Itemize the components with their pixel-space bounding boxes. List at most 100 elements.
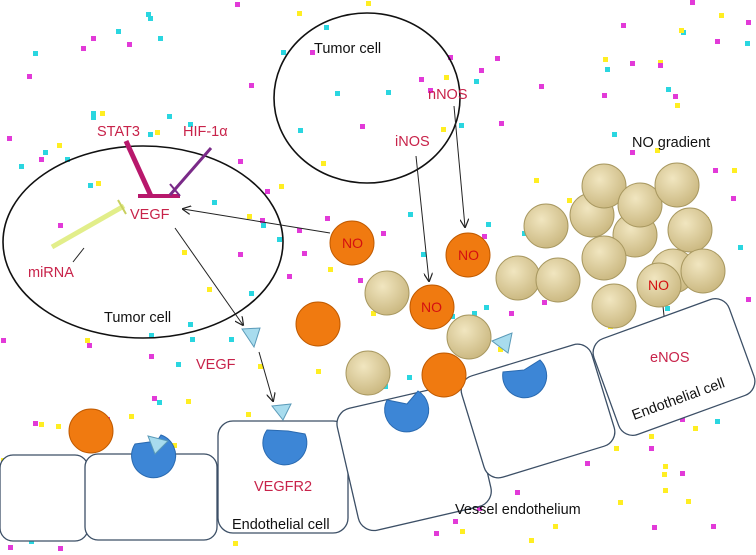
confetti-speck: [235, 2, 240, 7]
tan-sphere: [581, 235, 627, 281]
no-molecule-enos: [636, 262, 682, 308]
inos-label: iNOS: [395, 134, 430, 150]
confetti-speck: [663, 488, 668, 493]
confetti-speck: [91, 115, 96, 120]
arrow-vegf-to-outside: [174, 227, 243, 325]
confetti-speck: [360, 124, 365, 129]
confetti-speck: [96, 181, 101, 186]
confetti-speck: [673, 94, 678, 99]
tan-sphere: [495, 255, 541, 301]
confetti-speck: [649, 434, 654, 439]
confetti-speck: [182, 250, 187, 255]
confetti-speck: [612, 132, 617, 137]
confetti-speck: [302, 251, 307, 256]
tan-sphere: [617, 182, 663, 228]
vegf-inner-label: VEGF: [130, 207, 170, 223]
tumor-cell-top-label: Tumor cell: [314, 41, 381, 57]
confetti-speck: [386, 90, 391, 95]
confetti-speck: [39, 422, 44, 427]
confetti-speck: [428, 88, 433, 93]
confetti-speck: [675, 103, 680, 108]
confetti-speck: [157, 400, 162, 405]
tan-sphere: [591, 283, 637, 329]
confetti-speck: [484, 305, 489, 310]
confetti-speck: [618, 500, 623, 505]
confetti-speck: [419, 77, 424, 82]
tan-sphere: [535, 257, 581, 303]
confetti-speck: [482, 234, 487, 239]
confetti-speck: [662, 472, 667, 477]
confetti-speck: [43, 150, 48, 155]
hif1a-line-bar: [169, 183, 181, 197]
confetti-speck: [287, 274, 292, 279]
confetti-speck: [381, 231, 386, 236]
arrow-inos-to-no: [415, 155, 429, 281]
confetti-speck: [310, 50, 315, 55]
confetti-speck: [680, 417, 685, 422]
confetti-speck: [605, 67, 610, 72]
no-gradient-label: NO gradient: [632, 135, 710, 151]
confetti-speck: [663, 464, 668, 469]
confetti-speck: [539, 84, 544, 89]
mirna-label: miRNA: [28, 265, 74, 281]
no-label-enos: NO: [648, 277, 669, 293]
confetti-speck: [529, 538, 534, 543]
confetti-speck: [408, 212, 413, 217]
confetti-speck: [56, 424, 61, 429]
confetti-speck: [188, 322, 193, 327]
vegf-triangle-2: [271, 403, 292, 421]
tan-sphere: [667, 207, 713, 253]
confetti-speck: [453, 519, 458, 524]
vegfr2-label: VEGFR2: [254, 479, 312, 495]
confetti-speck: [693, 426, 698, 431]
tumor-cell-top: [273, 12, 461, 184]
confetti-speck: [190, 337, 195, 342]
no-molecule-1: [329, 220, 375, 266]
confetti-speck: [58, 223, 63, 228]
hif1a-line: [168, 147, 213, 196]
confetti-speck: [711, 524, 716, 529]
confetti-speck: [434, 531, 439, 536]
confetti-speck: [658, 63, 663, 68]
confetti-speck: [116, 29, 121, 34]
confetti-speck: [212, 200, 217, 205]
confetti-speck: [407, 375, 412, 380]
vegfr2-receptor-2: [262, 429, 308, 466]
endothelial-cell-3: [217, 420, 349, 534]
confetti-speck: [649, 446, 654, 451]
confetti-speck: [652, 525, 657, 530]
tan-spheres: [345, 162, 726, 396]
confetti-speck: [655, 148, 660, 153]
vegfr2-receptor-4: [502, 359, 548, 399]
orange-molecule-4: [295, 301, 341, 347]
confetti-speck: [666, 87, 671, 92]
confetti-speck: [297, 11, 302, 16]
confetti-speck: [567, 198, 572, 203]
confetti-speck: [731, 196, 736, 201]
tan-sphere: [345, 350, 391, 396]
vegf-triangle-4: [490, 332, 513, 354]
confetti-speck: [421, 252, 426, 257]
confetti-speck: [172, 443, 177, 448]
confetti-speck: [542, 300, 547, 305]
confetti-speck: [324, 25, 329, 30]
hif1a-label: HIF-1α: [183, 124, 228, 140]
tan-sphere: [523, 203, 569, 249]
confetti-speck: [630, 150, 635, 155]
confetti-speck: [297, 228, 302, 233]
confetti-speck: [186, 399, 191, 404]
confetti-speck: [100, 111, 105, 116]
confetti-speck: [129, 414, 134, 419]
endothelial-cell-1: [0, 454, 89, 542]
orange-molecule-5: [421, 352, 467, 398]
confetti-speck: [58, 546, 63, 551]
vegf-outer-label: VEGF: [196, 357, 236, 373]
confetti-speck: [614, 446, 619, 451]
arrow-vegf-to-vegfr2: [258, 351, 273, 401]
confetti-speck: [366, 1, 371, 6]
confetti-speck: [460, 529, 465, 534]
confetti-speck: [746, 20, 751, 25]
endothelial-cell-left-label: Endothelial cell: [232, 517, 330, 533]
no-label-3: NO: [421, 299, 442, 315]
confetti-speck: [87, 343, 92, 348]
